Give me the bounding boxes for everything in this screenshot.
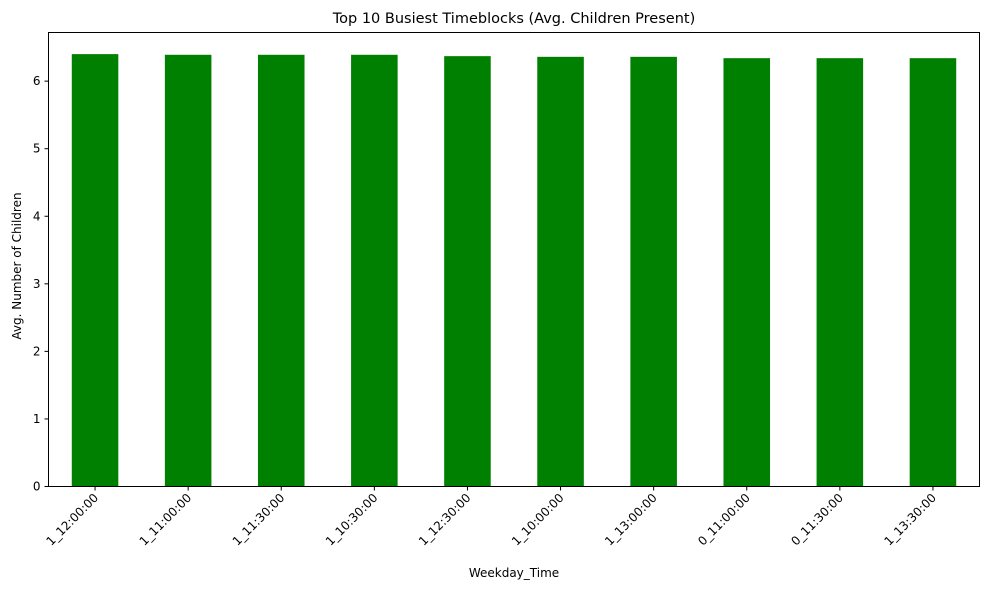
x-axis-label: Weekday_Time bbox=[469, 566, 559, 580]
bar bbox=[816, 58, 864, 487]
bar bbox=[537, 56, 584, 487]
x-tick-label: 1_13:30:00 bbox=[881, 491, 939, 549]
x-tick-label: 0_11:30:00 bbox=[788, 491, 846, 549]
y-tick-label: 3 bbox=[33, 277, 41, 291]
x-tick-label: 1_12:30:00 bbox=[416, 491, 474, 549]
y-axis: 0 1 2 3 4 5 6 bbox=[33, 74, 49, 494]
bar bbox=[630, 56, 677, 487]
y-tick-label: 2 bbox=[33, 344, 41, 358]
bar bbox=[351, 54, 398, 487]
plot-frame bbox=[48, 32, 980, 487]
y-tick-label: 6 bbox=[33, 74, 41, 88]
x-tick-label: 1_11:30:00 bbox=[230, 491, 288, 549]
y-tick-label: 1 bbox=[33, 412, 41, 426]
x-tick-label: 1_10:00:00 bbox=[509, 491, 567, 549]
y-tick-label: 5 bbox=[33, 142, 41, 156]
bar bbox=[909, 58, 957, 487]
bar bbox=[257, 54, 305, 487]
chart-title: Top 10 Busiest Timeblocks (Avg. Children… bbox=[332, 11, 695, 27]
bars-group bbox=[71, 54, 957, 487]
x-tick-label: 1_12:00:00 bbox=[44, 491, 102, 549]
x-tick-label: 1_10:30:00 bbox=[323, 491, 381, 549]
bar bbox=[444, 56, 491, 487]
bar bbox=[723, 58, 771, 487]
bar bbox=[71, 54, 119, 487]
x-axis: 1_12:00:00 1_11:00:00 1_11:30:00 1_10:30:00… bbox=[44, 486, 939, 549]
y-axis-label: Avg. Number of Children bbox=[10, 192, 24, 339]
x-tick-label: 1_13:00:00 bbox=[602, 491, 660, 549]
bar bbox=[164, 54, 212, 487]
y-tick-label: 4 bbox=[33, 209, 41, 223]
x-tick-label: 1_11:00:00 bbox=[137, 491, 195, 549]
x-tick-label: 0_11:00:00 bbox=[695, 491, 753, 549]
y-tick-label: 0 bbox=[33, 480, 41, 494]
